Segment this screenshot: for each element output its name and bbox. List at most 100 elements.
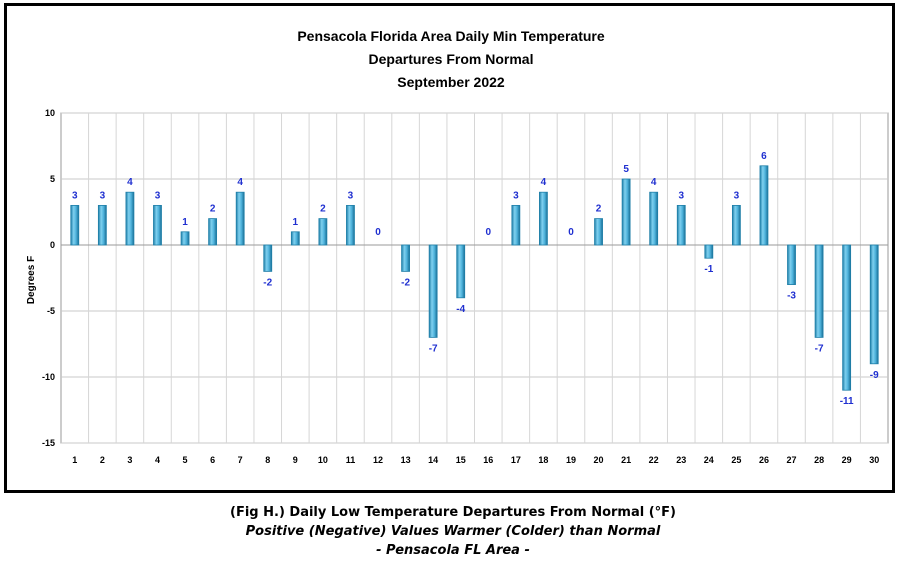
data-label: 3	[513, 190, 519, 201]
bar	[676, 204, 686, 246]
data-label: 4	[541, 177, 547, 188]
x-tick-label: 14	[428, 455, 438, 465]
x-tick-label: 30	[869, 455, 879, 465]
x-tick-label: 28	[814, 455, 824, 465]
data-label: 3	[72, 190, 78, 201]
bar	[153, 204, 162, 246]
bar	[814, 244, 824, 338]
x-tick-label: 7	[238, 455, 243, 465]
bar	[208, 218, 218, 246]
data-label: 0	[375, 227, 381, 238]
x-tick-label: 16	[483, 455, 493, 465]
bar	[70, 204, 80, 246]
data-label: -4	[456, 304, 465, 315]
bar	[428, 244, 438, 338]
data-label: 2	[596, 204, 602, 215]
x-tick-label: 8	[265, 455, 270, 465]
chart-title-line-2: Departures From Normal	[369, 51, 534, 67]
bar	[759, 165, 769, 246]
x-tick-label: 19	[566, 455, 576, 465]
data-label: 3	[734, 190, 740, 201]
x-tick-label: 18	[538, 455, 548, 465]
x-tick-label: 26	[759, 455, 769, 465]
y-tick-label: -15	[42, 438, 55, 448]
x-tick-label: 10	[318, 455, 328, 465]
data-label: 0	[486, 227, 492, 238]
data-label: 4	[237, 177, 243, 188]
data-label: -11	[840, 396, 854, 407]
x-tick-label: 5	[183, 455, 188, 465]
x-tick-label: 25	[731, 455, 741, 465]
data-label: -3	[787, 291, 796, 302]
bar	[869, 244, 879, 365]
chart-title-line-1: Pensacola Florida Area Daily Min Tempera…	[297, 28, 605, 44]
y-tick-label: 10	[45, 108, 55, 118]
data-label: 4	[651, 177, 657, 188]
x-tick-label: 13	[401, 455, 411, 465]
x-tick-label: 24	[704, 455, 714, 465]
bar	[235, 191, 245, 246]
bar	[539, 191, 548, 246]
bar	[594, 218, 603, 246]
data-label: 3	[678, 190, 684, 201]
x-tick-label: 2	[100, 455, 105, 465]
data-label: 2	[320, 204, 326, 215]
bar	[649, 191, 659, 246]
x-tick-label: 21	[621, 455, 631, 465]
caption-line-1: (Fig H.) Daily Low Temperature Departure…	[230, 505, 676, 520]
data-label: -2	[401, 277, 410, 288]
x-tick-label: 17	[511, 455, 521, 465]
data-label: -9	[870, 370, 879, 381]
data-label: 1	[182, 217, 188, 228]
data-label: 6	[761, 151, 767, 162]
x-tick-label: 29	[842, 455, 852, 465]
x-tick-label: 12	[373, 455, 383, 465]
bar	[456, 244, 466, 299]
plot-area: 1050-5-10-1531324334152647-2819210311012…	[42, 108, 889, 465]
bar	[290, 231, 300, 246]
data-label: 3	[348, 190, 354, 201]
bar	[787, 244, 796, 285]
bar	[704, 244, 714, 259]
x-tick-label: 15	[456, 455, 466, 465]
y-tick-label: 0	[50, 240, 55, 250]
x-tick-label: 4	[155, 455, 160, 465]
y-axis-label: Degrees F	[26, 256, 37, 304]
data-label: 1	[293, 217, 299, 228]
caption-line-2: Positive (Negative) Values Warmer (Colde…	[245, 524, 661, 539]
caption-line-3: - Pensacola FL Area -	[376, 543, 530, 558]
y-tick-label: -5	[47, 306, 55, 316]
bar	[842, 244, 852, 391]
x-tick-label: 9	[293, 455, 298, 465]
data-label: -1	[704, 264, 713, 275]
bar	[511, 204, 521, 246]
figure-caption: (Fig H.) Daily Low Temperature Departure…	[0, 503, 906, 560]
bar	[97, 204, 107, 246]
data-label: 4	[127, 177, 133, 188]
bar	[346, 204, 355, 246]
x-tick-label: 11	[346, 455, 356, 465]
bar	[180, 231, 190, 246]
data-label: 2	[210, 204, 216, 215]
y-tick-label: 5	[50, 174, 55, 184]
chart: Pensacola Florida Area Daily Min Tempera…	[26, 28, 889, 465]
x-tick-label: 27	[787, 455, 797, 465]
bar	[125, 191, 135, 246]
x-tick-label: 23	[676, 455, 686, 465]
data-label: -7	[429, 343, 438, 354]
data-label: -2	[263, 277, 272, 288]
chart-title-line-3: September 2022	[397, 74, 505, 90]
data-label: 3	[155, 190, 161, 201]
y-tick-label: -10	[42, 372, 55, 382]
bar	[621, 178, 631, 246]
x-tick-label: 6	[210, 455, 215, 465]
x-tick-label: 20	[594, 455, 604, 465]
bar	[401, 244, 410, 272]
data-label: 3	[100, 190, 106, 201]
data-label: 0	[568, 227, 574, 238]
data-label: -7	[815, 343, 824, 354]
bar	[263, 244, 273, 272]
bar	[731, 204, 741, 246]
bar	[318, 218, 328, 246]
chart-frame: Pensacola Florida Area Daily Min Tempera…	[4, 3, 895, 493]
